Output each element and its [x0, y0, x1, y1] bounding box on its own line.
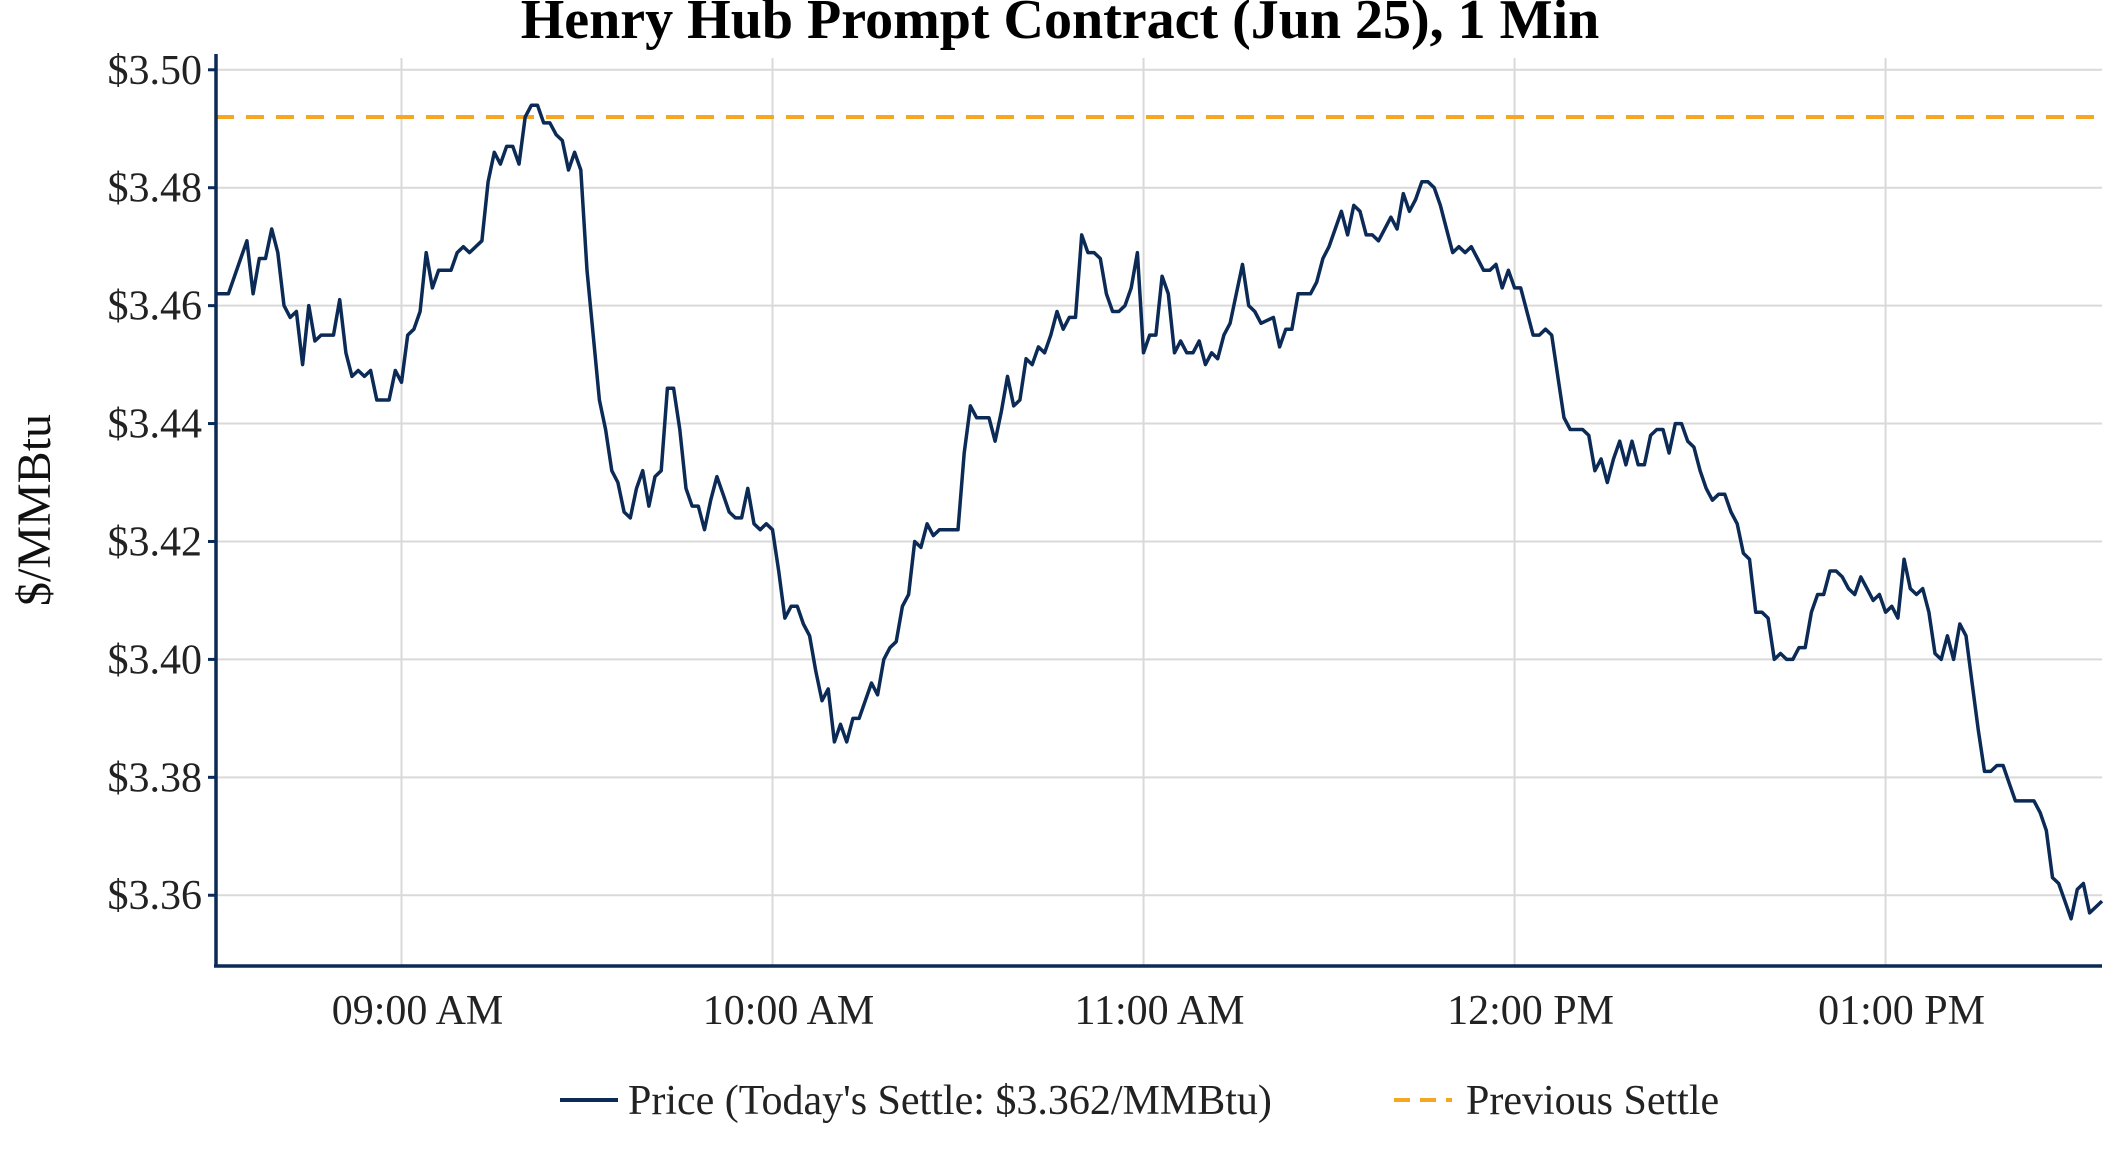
legend: Price (Today's Settle: $3.362/MMBtu) Pre…: [560, 1078, 1719, 1124]
y-tick-label: $3.38: [108, 755, 203, 801]
axes: [214, 54, 2102, 968]
x-tick-label: 10:00 AM: [703, 988, 875, 1034]
y-tick-label: $3.46: [108, 284, 203, 330]
y-tick-labels: $3.36 $3.38 $3.40 $3.42 $3.44 $3.46 $3.48 $3.50: [108, 48, 216, 919]
x-tick-labels: 09:00 AM 10:00 AM 11:00 AM 12:00 PM 01:00 PM: [332, 988, 1985, 1034]
y-tick-label: $3.42: [108, 519, 203, 565]
x-tick-label: 11:00 AM: [1075, 988, 1245, 1034]
x-tick-label: 12:00 PM: [1447, 988, 1614, 1034]
legend-label-price: Price (Today's Settle: $3.362/MMBtu): [628, 1078, 1272, 1124]
price-line: [216, 103, 2104, 921]
legend-label-previous-settle: Previous Settle: [1466, 1078, 1719, 1124]
chart-title: Henry Hub Prompt Contract (Jun 25), 1 Mi…: [521, 0, 1600, 51]
x-tick-label: 01:00 PM: [1818, 988, 1985, 1034]
y-tick-label: $3.36: [108, 873, 203, 919]
grid: [216, 58, 2102, 966]
y-axis-label: $/MMBtu: [8, 414, 61, 606]
y-tick-label: $3.50: [108, 48, 203, 94]
y-tick-label: $3.48: [108, 166, 203, 212]
y-tick-label: $3.40: [108, 637, 203, 683]
y-tick-label: $3.44: [108, 402, 203, 448]
price-series: [216, 103, 2104, 921]
x-tick-label: 09:00 AM: [332, 988, 504, 1034]
